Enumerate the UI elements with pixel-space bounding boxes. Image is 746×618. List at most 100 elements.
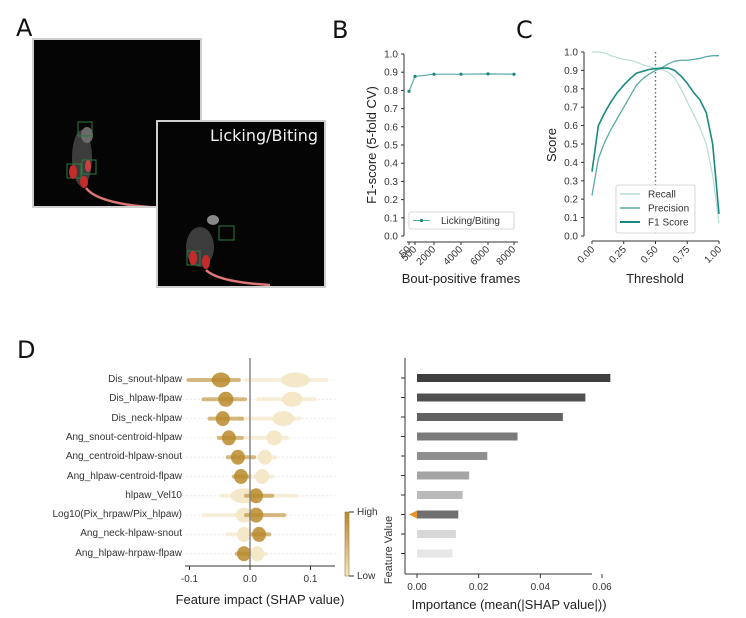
chart-importance-bars: 0.00 0.02 0.04 0.06 Importance (mean(|SHAP v… [383, 358, 612, 612]
importance-bar [417, 393, 586, 402]
data-point [413, 74, 417, 78]
high-values-density [230, 449, 245, 465]
colorbar [344, 511, 350, 577]
low-values-density [255, 469, 270, 484]
y-tick-label: 0.1 [564, 213, 578, 224]
x-tick-label: 0.04 [531, 582, 551, 593]
x-axis-label: Bout-positive frames [402, 271, 521, 286]
low-values-density [250, 546, 265, 562]
y-tick-label: 0.9 [564, 66, 578, 77]
x-tick-label: 0.00 [576, 244, 598, 266]
data-point [407, 89, 411, 93]
x-tick-label: 0.1 [304, 574, 318, 585]
high-values-density [215, 411, 230, 427]
y-tick-label: 0.5 [564, 140, 578, 151]
x-axis-label: Threshold [626, 271, 684, 286]
y-tick-label: 0.6 [384, 122, 398, 133]
y-tick-label: 0.3 [384, 177, 398, 188]
y-tick-label: 0.8 [384, 86, 398, 97]
low-values-density [236, 526, 251, 542]
y-tick-label: 0.5 [384, 141, 398, 152]
y-tick-label: 0.9 [384, 68, 398, 79]
x-tick-label: 0.02 [469, 582, 489, 593]
y-tick-label: 0.7 [564, 103, 578, 114]
legend-label: Precision [648, 204, 689, 215]
low-values-density [258, 449, 273, 465]
importance-bar [417, 413, 563, 421]
y-tick-label: 0.2 [384, 195, 398, 206]
low-values-density [272, 411, 295, 427]
y-tick-label: 0.3 [564, 176, 578, 187]
panel-label-d: D [17, 336, 36, 364]
feature-label: Ang_hlpaw-hrpaw-flpaw [75, 547, 182, 559]
y-tick-label: 1.0 [564, 48, 578, 59]
feature-label: Ang_snout-centroid-hlpaw [65, 431, 182, 443]
x-tick-label: 4000 [442, 244, 466, 268]
feature-label: Log10(Pix_hrpaw/Pix_hlpaw) [52, 509, 182, 521]
high-values-density [248, 507, 264, 523]
x-tick-label: -0.1 [181, 574, 199, 585]
panel-label-c: C [516, 16, 533, 44]
feature-label: Ang_centroid-hlpaw-snout [65, 451, 182, 463]
high-values-density [221, 430, 236, 446]
high-values-density [233, 469, 248, 484]
importance-bar [417, 530, 456, 538]
x-tick-label: 0.06 [592, 582, 612, 593]
feature-labels: Dis_snout-hlpaw Dis_hlpaw-flpaw Dis_neck-h… [0, 0, 182, 618]
low-values-density [282, 391, 303, 407]
legend-label: F1 Score [648, 218, 689, 229]
y-tick-label: 0.7 [384, 104, 398, 115]
y-tick-label: 0.8 [564, 84, 578, 95]
x-tick-label: 6000 [469, 244, 493, 268]
low-values-density [266, 430, 282, 446]
high-values-density [236, 546, 251, 562]
legend-label: Recall [648, 190, 676, 201]
series-line-licking-biting [408, 73, 515, 92]
data-point [486, 72, 490, 76]
y-tick-label: 0.4 [384, 159, 398, 170]
low-values-density [280, 372, 310, 388]
data-point [459, 72, 463, 76]
y-tick-label: 1.0 [384, 50, 398, 61]
mouse-figure-2 [186, 215, 271, 286]
panel-label-a: A [16, 14, 33, 42]
feature-label: Ang_neck-hlpaw-snout [80, 528, 182, 540]
high-values-density [218, 391, 234, 407]
y-axis-label: Feature Value [383, 516, 395, 584]
legend-marker [419, 218, 424, 223]
chart-b: 0.00.10.20.30.40.50.60.70.80.91.05050020… [364, 50, 521, 287]
x-axis-label: Importance (mean(|SHAP value|)) [411, 597, 606, 612]
high-values-density [252, 526, 267, 542]
importance-bar [417, 491, 463, 499]
video-frame-2: Licking/Biting [156, 120, 326, 288]
importance-bar [417, 374, 611, 382]
feature-label: Dis_neck-hlpaw [111, 412, 182, 424]
feature-label: Dis_hlpaw-flpaw [109, 393, 182, 405]
mouse-figure-1 [66, 121, 152, 206]
importance-bar [417, 510, 459, 519]
high-values-density [249, 488, 264, 504]
x-tick-label: 8000 [495, 244, 519, 268]
colorbar-high-label: High [357, 507, 378, 518]
behavior-caption: Licking/Biting [210, 126, 318, 145]
feature-label: hlpaw_Vel10 [125, 489, 182, 501]
highlight-marker-icon [409, 510, 417, 519]
high-values-density [211, 372, 231, 388]
importance-bar [417, 471, 470, 480]
feature-label: Dis_snout-hlpaw [108, 374, 182, 385]
x-axis-label: Feature impact (SHAP value) [176, 592, 345, 607]
chart-c: 0.0 0.1 0.2 0.3 0.4 0.5 0.6 0.7 0.8 0.9 1.0 0.00 0.2… [544, 48, 724, 287]
colorbar-low-label: Low [357, 571, 376, 582]
y-tick-label: 0.4 [564, 158, 578, 169]
legend-label: Licking/Biting [441, 216, 500, 227]
data-point [512, 72, 516, 76]
y-axis-label: Score [544, 128, 559, 162]
y-tick-label: 0.1 [384, 213, 398, 224]
importance-bar [417, 549, 453, 558]
legend-box [408, 211, 515, 230]
importance-bar [417, 432, 518, 441]
legend-box [615, 184, 696, 234]
panel-label-b: B [332, 16, 349, 44]
y-tick-label: 0.0 [384, 232, 398, 243]
